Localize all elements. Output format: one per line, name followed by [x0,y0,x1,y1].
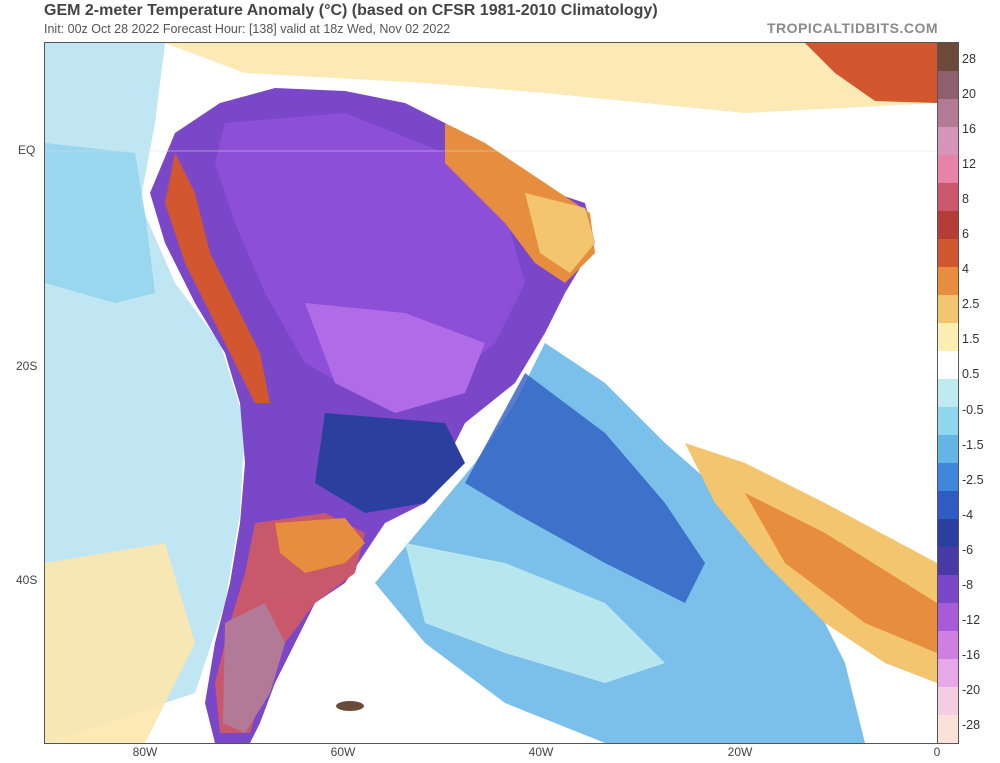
map-subtitle: Init: 00z Oct 28 2022 Forecast Hour: [13… [44,22,451,36]
lon-label-60w: 60W [330,745,356,759]
map-canvas [45,43,937,743]
colorbar-tick-label: 2.5 [962,297,980,312]
patagonia-warm [223,603,285,733]
lon-label-0: 0 [933,745,941,759]
colorbar-segment [938,71,958,99]
lon-label-40w: 40W [528,745,554,759]
pacific-cool-patch [45,143,155,303]
colorbar-segment [938,519,958,547]
colorbar-tick-label: 1.5 [962,332,980,347]
colorbar-segment [938,463,958,491]
lon-label-80w: 80W [132,745,158,759]
anomaly-map [44,42,938,744]
colorbar-tick-label: 8 [962,192,969,207]
colorbar-segment [938,239,958,267]
colorbar-tick-label: -4 [962,507,974,522]
colorbar-tick-label: -28 [962,718,981,732]
andes-warm-ridge [165,153,270,403]
colorbar-tick-label: -6 [962,542,974,557]
colorbar-segment [938,435,958,463]
pacific-warm-patch [45,543,195,743]
colorbar-segment [938,491,958,519]
lat-label-eq: EQ [18,143,36,157]
colorbar-segment [938,155,958,183]
atlantic-cold-core [465,373,705,603]
falkland-islands [336,701,364,711]
colorbar-tick-label: -16 [962,647,981,662]
southern-brazil-cold [315,413,465,513]
colorbar-segment [938,43,958,71]
atlantic-warm-core [745,493,937,653]
colorbar-segment [938,603,958,631]
colorbar-tick-label: -2.5 [962,472,984,487]
colorbar-tick-label: -20 [962,682,981,697]
colorbar-tick-label: -0.5 [962,402,984,417]
colorbar-segment [938,407,958,435]
colorbar-tick-label: -8 [962,577,974,592]
colorbar-tick-label: -1.5 [962,437,984,452]
colorbar-tick-label: 16 [962,122,976,137]
colorbar-tick-label: 12 [962,157,976,172]
colorbar-tick-label: 4 [962,262,969,277]
lat-label-20s: 20S [16,359,38,373]
colorbar-segment [938,715,958,743]
colorbar-segment [938,323,958,351]
colorbar-segment [938,379,958,407]
map-title: GEM 2-meter Temperature Anomaly (°C) (ba… [44,2,658,19]
northeast-coast-warm [525,193,595,273]
colorbar-segment [938,127,958,155]
colorbar-tick-label: 20 [962,87,976,102]
africa-landmass [805,43,937,103]
colorbar-segment [938,659,958,687]
colorbar-tick-label: 0.5 [962,367,980,382]
colorbar-segment [938,267,958,295]
colorbar-tick-label: 28 [962,52,976,66]
colorbar-segment [938,575,958,603]
tropical-warm-strip [165,43,937,113]
colorbar-segment [938,687,958,715]
colorbar-tick-label: -12 [962,612,981,627]
lat-label-40s: 40S [16,573,38,587]
colorbar-segment [938,211,958,239]
colorbar-tick-label: 6 [962,227,969,242]
central-brazil-cold-core [305,303,485,413]
colorbar-segment [938,99,958,127]
colorbar [937,42,959,744]
pampas-warm [275,518,365,573]
atlantic-cool-band [405,543,665,683]
colorbar-segment [938,183,958,211]
brand-watermark: TROPICALTIDBITS.COM [766,20,938,36]
colorbar-segment [938,351,958,379]
lon-label-20w: 20W [727,745,753,759]
colorbar-segment [938,631,958,659]
colorbar-segment [938,547,958,575]
colorbar-segment [938,295,958,323]
